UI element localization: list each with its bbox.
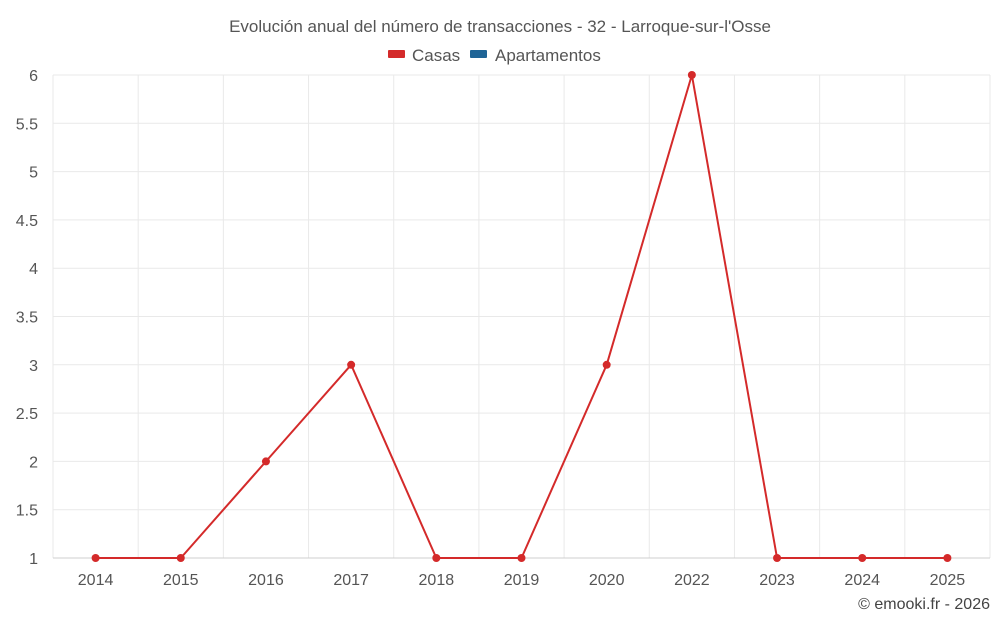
- gridlines: [52, 74, 991, 559]
- x-tick-label: 2023: [759, 572, 795, 589]
- legend-label-apartamentos: Apartamentos: [495, 46, 601, 65]
- data-point[interactable]: [773, 554, 782, 562]
- legend-item-casas[interactable]: Casas: [388, 46, 460, 65]
- x-tick-label: 2022: [674, 572, 710, 589]
- credit-text: © emooki.fr - 2026: [858, 596, 990, 613]
- y-tick-label: 3.5: [16, 310, 38, 327]
- y-tick-label: 1: [29, 551, 38, 568]
- x-tick-label: 2025: [930, 572, 966, 589]
- legend-label-casas: Casas: [412, 46, 460, 65]
- x-tick-label: 2016: [248, 572, 284, 589]
- data-point[interactable]: [347, 360, 356, 369]
- y-tick-label: 4.5: [16, 213, 38, 230]
- y-tick-label: 4: [29, 261, 38, 278]
- x-tick-label: 2017: [333, 572, 369, 589]
- data-point[interactable]: [176, 554, 185, 562]
- data-point[interactable]: [602, 360, 611, 369]
- data-point[interactable]: [517, 554, 526, 562]
- legend-swatch-apartamentos: [470, 50, 487, 58]
- legend: Casas Apartamentos: [388, 46, 601, 65]
- y-tick-label: 3: [29, 358, 38, 375]
- y-tick-label: 5.5: [16, 116, 38, 133]
- y-tick-label: 2.5: [16, 406, 38, 423]
- data-point[interactable]: [432, 554, 441, 562]
- y-axis-ticks: 1 1.5 2 2.5 3 3.5 4 4.5 5 5.5 6: [16, 68, 38, 568]
- x-tick-label: 2014: [78, 572, 114, 589]
- data-point[interactable]: [858, 554, 867, 562]
- chart-title: Evolución anual del número de transaccio…: [229, 17, 771, 36]
- x-tick-label: 2015: [163, 572, 199, 589]
- data-point[interactable]: [687, 71, 696, 79]
- data-point[interactable]: [943, 554, 952, 562]
- y-tick-label: 6: [29, 68, 38, 85]
- legend-swatch-casas: [388, 50, 405, 58]
- x-tick-label: 2024: [844, 572, 880, 589]
- x-tick-label: 2018: [419, 572, 455, 589]
- y-tick-label: 1.5: [16, 503, 38, 520]
- series-casas: [91, 71, 952, 562]
- x-axis-ticks: 2014 2015 2016 2017 2018 2019 2020 2022 2023 2024…: [78, 572, 966, 589]
- y-tick-label: 5: [29, 165, 38, 182]
- data-point[interactable]: [91, 554, 100, 562]
- data-point[interactable]: [261, 457, 270, 466]
- x-tick-label: 2020: [589, 572, 625, 589]
- legend-item-apartamentos[interactable]: Apartamentos: [470, 46, 601, 65]
- y-tick-label: 2: [29, 454, 38, 471]
- x-tick-label: 2019: [504, 572, 540, 589]
